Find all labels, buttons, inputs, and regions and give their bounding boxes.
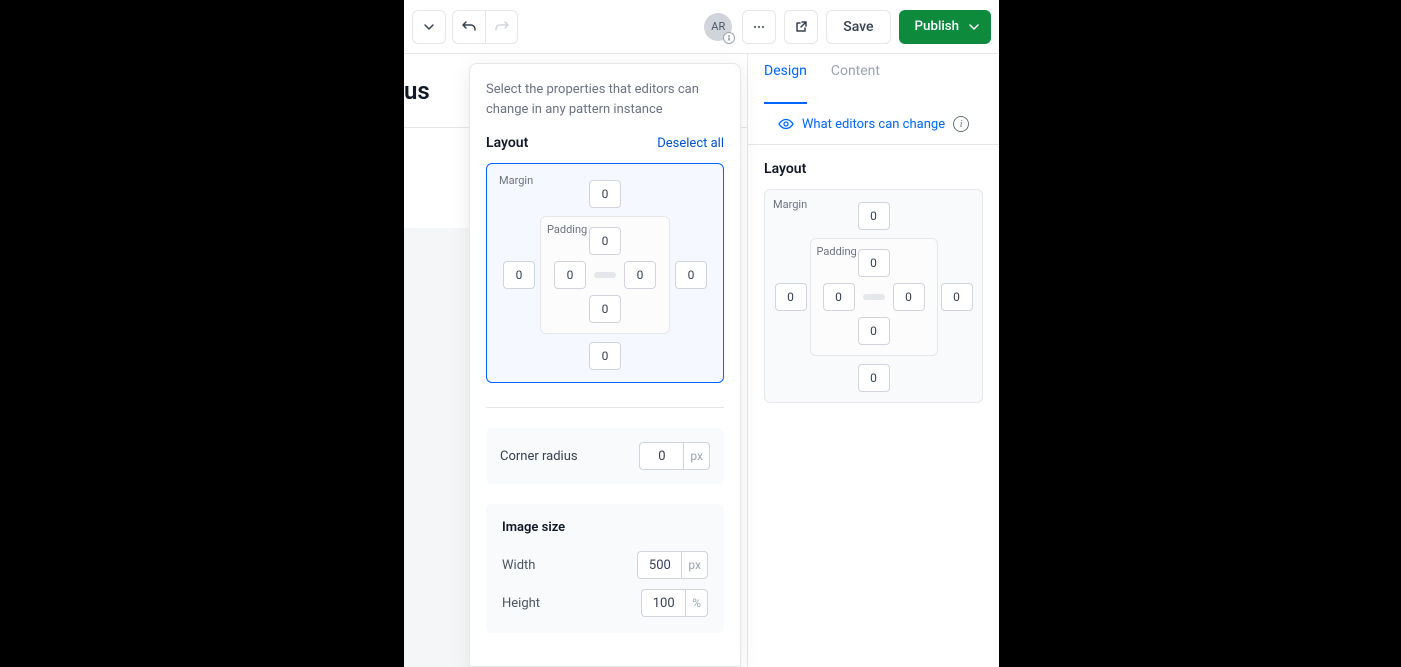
publish-button[interactable]: Publish <box>899 10 991 44</box>
popup-divider <box>486 407 724 408</box>
user-avatar[interactable]: AR <box>704 13 732 41</box>
page-title-fragment: us <box>404 77 430 105</box>
margin-label: Margin <box>773 198 807 211</box>
layout-heading: Layout <box>764 161 983 177</box>
height-label: Height <box>502 596 540 611</box>
padding-right-input[interactable]: 0 <box>893 283 925 311</box>
width-input[interactable] <box>637 551 681 579</box>
padding-box: Padding 0 0 0 0 0 0 <box>810 238 938 356</box>
margin-top-input[interactable]: 0 <box>858 202 890 230</box>
chevron-down-icon <box>969 22 979 32</box>
editors-can-change-link[interactable]: What editors can change i <box>748 104 999 145</box>
margin-bottom-input[interactable]: 0 <box>858 364 890 392</box>
redo-button[interactable] <box>485 11 517 43</box>
height-input[interactable] <box>641 589 685 617</box>
layout-section: Layout Margin 0 Padding 0 0 0 0 <box>748 145 999 419</box>
dropdown-trigger[interactable] <box>412 10 446 44</box>
properties-tabs: Design Content <box>748 54 999 104</box>
popup-padding-label: Padding <box>547 223 587 236</box>
external-link-icon <box>794 20 808 34</box>
corner-radius-input[interactable] <box>639 442 683 470</box>
padding-label: Padding <box>817 245 857 258</box>
padding-left-input[interactable]: 0 <box>823 283 855 311</box>
height-input-group: % <box>641 589 708 617</box>
tab-content[interactable]: Content <box>831 54 880 104</box>
popup-margin-top[interactable]: 0 <box>589 180 621 208</box>
properties-panel: Design Content What editors can change i… <box>747 54 999 667</box>
image-size-heading: Image size <box>502 520 708 535</box>
image-size-card: Image size Width px Height % <box>486 504 724 633</box>
popup-layout-header: Layout Deselect all <box>486 135 724 151</box>
margin-right-input[interactable]: 0 <box>941 283 973 311</box>
redo-icon <box>494 19 510 35</box>
undo-redo-group <box>452 10 518 44</box>
popup-padding-bottom[interactable]: 0 <box>589 295 621 323</box>
height-unit: % <box>685 589 708 617</box>
width-label: Width <box>502 558 535 573</box>
popup-margin-left[interactable]: 0 <box>503 261 535 289</box>
popup-box-center <box>594 272 616 278</box>
chevron-down-icon <box>423 21 435 33</box>
publish-label: Publish <box>915 19 959 34</box>
undo-icon <box>461 19 477 35</box>
deselect-all-link[interactable]: Deselect all <box>657 136 724 151</box>
popup-layout-label: Layout <box>486 135 528 151</box>
popup-box-model[interactable]: Margin 0 Padding 0 0 0 0 0 0 <box>486 163 724 383</box>
popup-margin-label: Margin <box>499 174 533 187</box>
pattern-properties-popup: Select the properties that editors can c… <box>469 63 741 667</box>
width-input-group: px <box>637 551 708 579</box>
popup-margin-right[interactable]: 0 <box>675 261 707 289</box>
popup-padding-top[interactable]: 0 <box>589 227 621 255</box>
popup-padding-right[interactable]: 0 <box>624 261 656 289</box>
box-model-editor: Margin 0 Padding 0 0 0 0 0 <box>764 189 983 403</box>
undo-button[interactable] <box>453 11 485 43</box>
info-icon[interactable]: i <box>953 116 969 132</box>
external-link-button[interactable] <box>784 10 818 44</box>
width-unit: px <box>681 551 708 579</box>
tab-design[interactable]: Design <box>764 54 807 104</box>
save-button[interactable]: Save <box>826 10 890 44</box>
corner-radius-unit: px <box>683 442 710 470</box>
eye-icon <box>778 116 794 132</box>
margin-left-input[interactable]: 0 <box>775 283 807 311</box>
toolbar-left-group <box>412 10 518 44</box>
corner-radius-label: Corner radius <box>500 449 578 464</box>
padding-bottom-input[interactable]: 0 <box>858 317 890 345</box>
ellipsis-icon <box>752 20 766 34</box>
corner-radius-input-group: px <box>639 442 710 470</box>
editors-link-label: What editors can change <box>802 117 945 132</box>
box-model-center <box>863 294 885 300</box>
popup-description: Select the properties that editors can c… <box>486 80 724 119</box>
padding-top-input[interactable]: 0 <box>858 249 890 277</box>
top-toolbar: AR Save Publish <box>404 0 999 54</box>
avatar-info-badge <box>723 32 735 44</box>
more-options-button[interactable] <box>742 10 776 44</box>
avatar-initials: AR <box>711 20 725 33</box>
corner-radius-card: Corner radius px <box>486 428 724 484</box>
app-window: AR Save Publish us Design Content <box>404 0 999 667</box>
popup-padding-left[interactable]: 0 <box>554 261 586 289</box>
popup-margin-bottom[interactable]: 0 <box>589 342 621 370</box>
popup-padding-box: Padding 0 0 0 0 0 0 <box>540 216 670 334</box>
